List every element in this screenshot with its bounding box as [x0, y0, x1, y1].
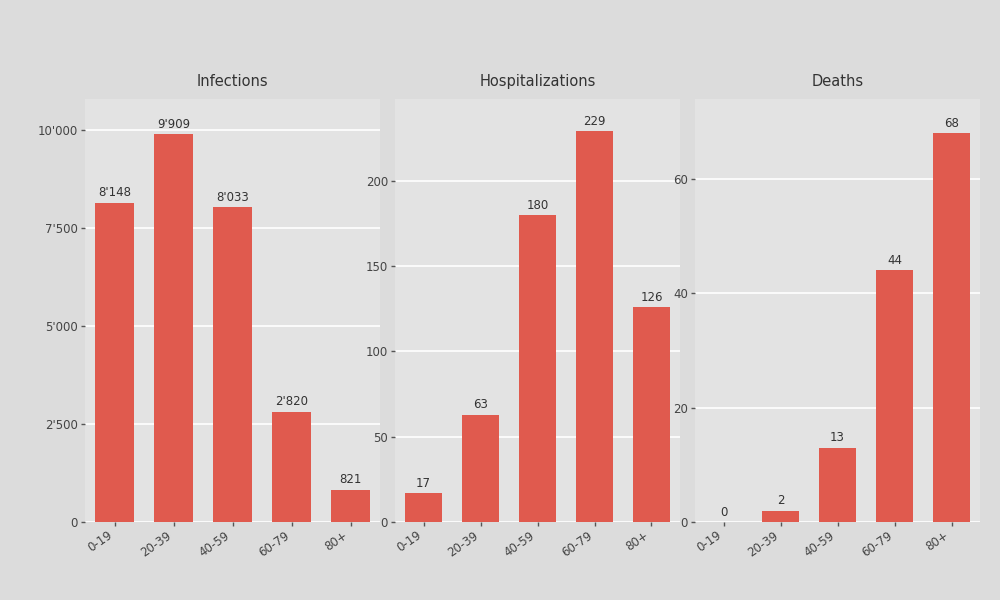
Bar — [405, 493, 442, 522]
Bar — [519, 215, 556, 522]
Text: 0: 0 — [720, 506, 727, 518]
Bar — [213, 208, 252, 522]
Bar — [576, 131, 613, 522]
Text: 17: 17 — [416, 476, 431, 490]
Text: 229: 229 — [583, 115, 606, 128]
Bar — [933, 133, 970, 522]
Text: 2'820: 2'820 — [275, 395, 308, 408]
Text: 44: 44 — [887, 254, 902, 267]
Text: 126: 126 — [640, 291, 663, 304]
Text: 8'148: 8'148 — [98, 187, 131, 199]
Text: 2: 2 — [777, 494, 784, 507]
Bar — [331, 490, 370, 522]
Text: 821: 821 — [339, 473, 362, 487]
Text: 13: 13 — [830, 431, 845, 445]
Bar — [762, 511, 799, 522]
Text: Deaths: Deaths — [811, 74, 864, 89]
Bar — [95, 203, 134, 522]
Text: 63: 63 — [473, 398, 488, 411]
Bar — [876, 271, 913, 522]
Bar — [819, 448, 856, 522]
Text: Hospitalizations: Hospitalizations — [479, 74, 596, 89]
Bar — [462, 415, 499, 522]
Text: 9'909: 9'909 — [157, 118, 190, 131]
Text: 68: 68 — [944, 117, 959, 130]
Text: 180: 180 — [526, 199, 549, 212]
Text: 8'033: 8'033 — [216, 191, 249, 204]
Text: Infections: Infections — [197, 74, 268, 89]
Bar — [272, 412, 311, 522]
Bar — [633, 307, 670, 522]
Bar — [154, 134, 193, 522]
